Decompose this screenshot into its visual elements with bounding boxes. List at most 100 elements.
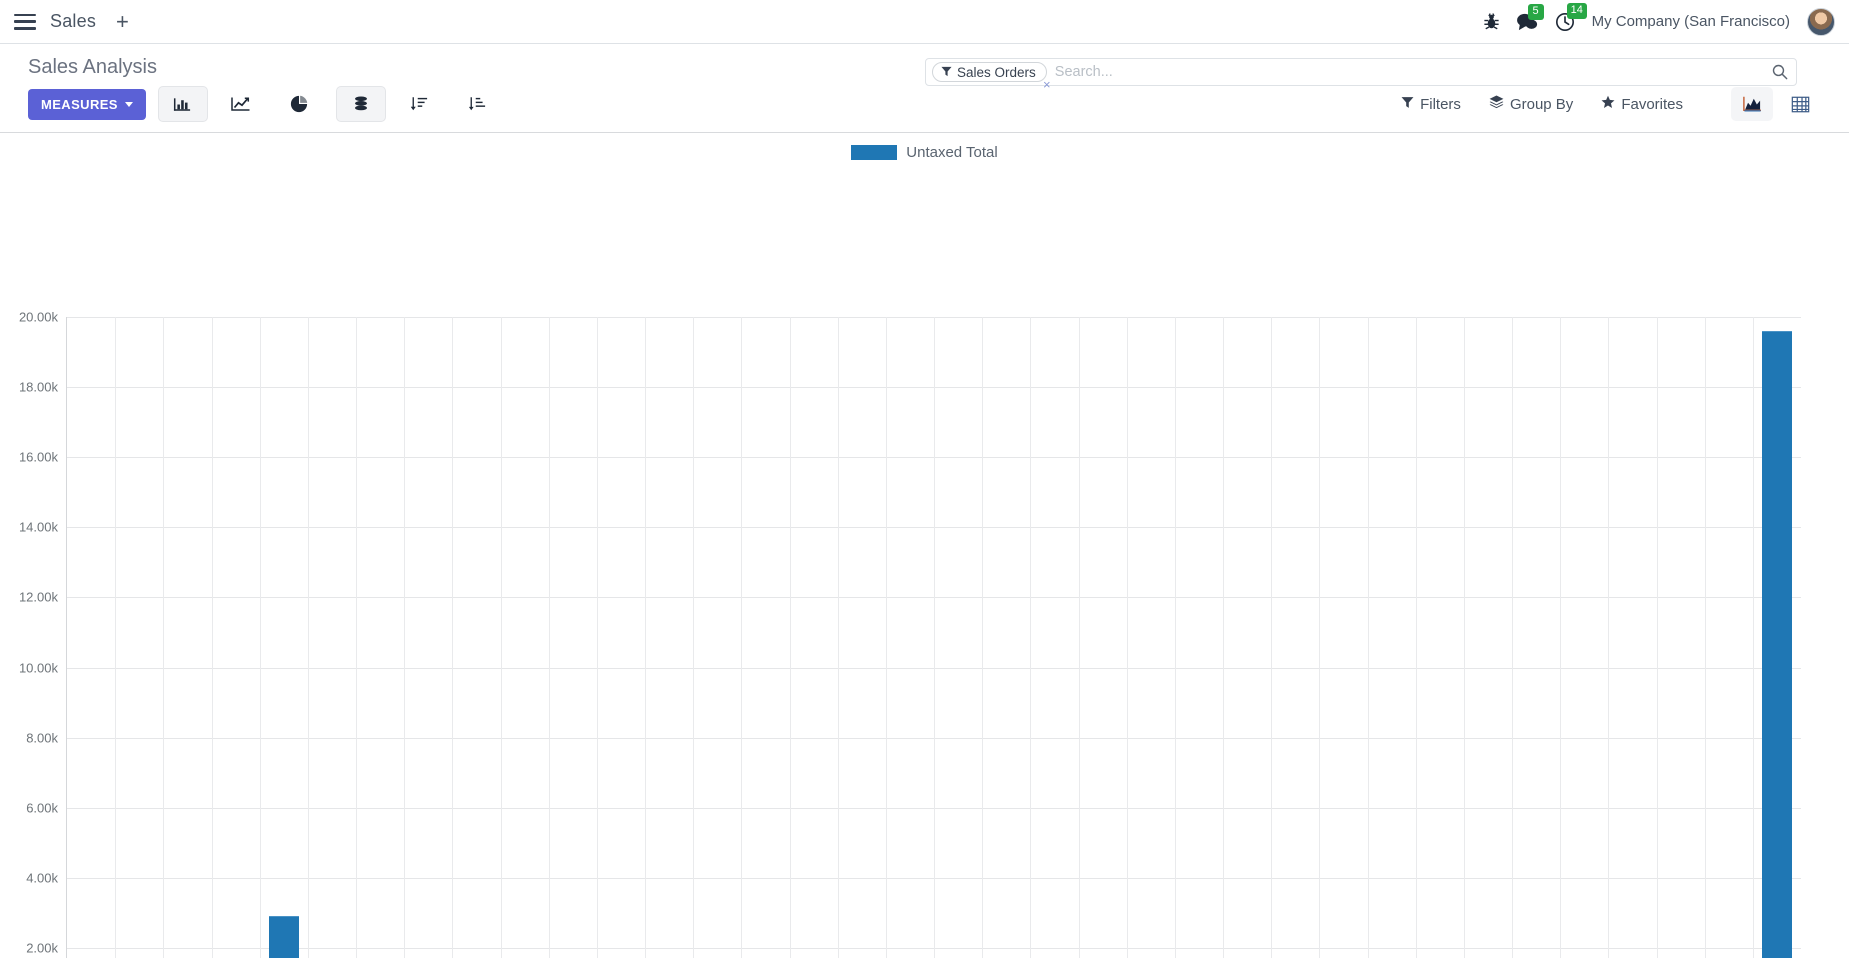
grid-line-vertical <box>548 317 550 958</box>
search-facet-label: Sales Orders <box>957 64 1036 80</box>
grid-line-vertical <box>404 317 406 958</box>
control-panel-top-row: Sales Analysis <box>28 52 1821 79</box>
pivot-view-button[interactable] <box>1779 87 1821 121</box>
y-axis-tick-label: 6.00k <box>26 800 58 816</box>
search-input[interactable] <box>1046 64 1772 80</box>
grid-line-vertical <box>1367 317 1369 958</box>
activity-clock-icon[interactable]: 14 <box>1555 2 1587 32</box>
favorites-menu[interactable]: Favorites <box>1587 91 1697 117</box>
grid-line-vertical <box>1319 317 1321 958</box>
y-axis-tick-label: 12.00k <box>18 589 58 605</box>
grid-line-vertical <box>1174 317 1176 958</box>
line-chart-icon-button[interactable] <box>216 86 266 122</box>
bug-icon[interactable] <box>1483 13 1499 30</box>
grid-line-vertical <box>1560 317 1562 958</box>
measures-label: MEASURES <box>41 96 118 112</box>
grid-line-vertical <box>1463 317 1465 958</box>
grid-line-vertical <box>1704 317 1706 958</box>
grid-line-vertical <box>163 317 165 958</box>
layers-icon <box>1489 95 1504 113</box>
company-name[interactable]: My Company (San Francisco) <box>1591 13 1790 30</box>
messages-icon[interactable]: 5 <box>1516 3 1544 31</box>
pie-chart-icon-button[interactable] <box>274 86 324 122</box>
grid-line-vertical <box>982 317 984 958</box>
grid-line-vertical <box>356 317 357 958</box>
chevron-down-icon <box>124 101 133 107</box>
grid-line-vertical <box>693 317 695 958</box>
group-by-label: Group By <box>1509 95 1574 113</box>
grid-line-vertical <box>115 317 117 958</box>
control-panel-right: Filters Group By Favorit <box>1387 87 1821 121</box>
bar-chart-icon-button[interactable] <box>157 86 208 122</box>
grid-line-vertical <box>1223 317 1224 958</box>
view-switcher <box>1731 87 1821 121</box>
apps-menu-icon[interactable] <box>14 13 36 30</box>
grid-line-vertical <box>1512 317 1513 958</box>
grid-line-vertical <box>500 317 502 958</box>
search-facet-sales-orders[interactable]: Sales Orders <box>932 62 1047 82</box>
measures-button[interactable]: MEASURES <box>28 88 146 120</box>
graph-view-button[interactable] <box>1731 87 1773 121</box>
remove-facet-icon[interactable]: × <box>1043 77 1051 92</box>
grid-line-vertical <box>307 317 309 958</box>
grid-line-vertical <box>1415 317 1417 958</box>
top-navbar: Sales + 5 <box>0 0 1849 44</box>
control-panel: Sales Analysis Sales Orders × MEASURES <box>0 44 1849 133</box>
chart-bar[interactable] <box>268 916 299 958</box>
grid-line-vertical <box>1030 317 1032 958</box>
chart-bar[interactable] <box>1761 331 1792 958</box>
grid-line-vertical <box>211 317 213 958</box>
y-axis-tick-label: 20.00k <box>18 309 58 325</box>
filter-icon <box>1401 96 1414 113</box>
y-axis-tick-label: 14.00k <box>18 519 58 535</box>
y-axis-tick-label: 8.00k <box>26 730 58 746</box>
grid-line-vertical <box>934 317 935 958</box>
grid-line-vertical <box>837 317 839 958</box>
grid-line-vertical <box>596 317 598 958</box>
grid-line-vertical <box>452 317 454 958</box>
stacked-icon-button[interactable] <box>335 86 386 122</box>
new-tab-plus-button[interactable]: + <box>116 8 129 34</box>
chart-plot-area: 0.002.00k4.00k6.00k8.00k10.00k12.00k14.0… <box>19 310 1801 958</box>
grid-line-vertical <box>741 317 743 958</box>
legend-label: Untaxed Total <box>906 144 998 161</box>
grid-line-vertical <box>645 317 646 958</box>
navbar-left: Sales + <box>14 8 129 34</box>
activity-badge: 14 <box>1566 2 1587 19</box>
y-axis-tick-label: 18.00k <box>18 379 58 395</box>
grid-line-vertical <box>1271 317 1273 958</box>
chart-legend: Untaxed Total <box>0 133 1849 161</box>
grid-line-vertical <box>1608 317 1610 958</box>
filters-label: Filters <box>1420 95 1461 113</box>
app-name[interactable]: Sales <box>50 11 97 31</box>
filter-icon <box>941 65 952 80</box>
grid-line-vertical <box>1656 317 1658 958</box>
graph-view: Untaxed Total 0.002.00k4.00k6.00k8.00k10… <box>0 133 1849 958</box>
y-axis-tick-label: 10.00k <box>18 660 58 675</box>
sort-ascending-icon-button[interactable] <box>452 86 502 122</box>
messages-badge: 5 <box>1527 3 1544 20</box>
search-view[interactable]: Sales Orders <box>925 58 1797 86</box>
legend-swatch <box>851 145 898 160</box>
grid-line-vertical <box>259 317 261 958</box>
chart-options-group <box>335 86 502 122</box>
search-icon[interactable] <box>1772 64 1790 80</box>
group-by-menu[interactable]: Group By <box>1475 91 1587 117</box>
grid-line-vertical <box>789 317 791 958</box>
grid-line-vertical <box>1752 317 1754 958</box>
navbar-right: 5 14 My Company (San Francisco) <box>1483 2 1835 36</box>
y-axis-tick-label: 16.00k <box>18 449 58 465</box>
grid-line-vertical <box>1078 317 1080 958</box>
grid-line-vertical <box>885 317 887 958</box>
page-title: Sales Analysis <box>28 56 157 78</box>
control-panel-bottom-row: MEASURES <box>28 86 1821 122</box>
chart-canvas[interactable]: 0.002.00k4.00k6.00k8.00k10.00k12.00k14.0… <box>19 310 1801 958</box>
sort-descending-icon-button[interactable] <box>394 86 444 122</box>
y-axis-tick-label: 4.00k <box>26 870 58 886</box>
chart-type-group <box>157 86 324 122</box>
filters-menu[interactable]: Filters <box>1387 92 1475 117</box>
star-icon <box>1601 95 1615 113</box>
favorites-label: Favorites <box>1621 95 1683 113</box>
avatar[interactable] <box>1807 7 1835 36</box>
y-axis-tick-label: 2.00k <box>26 940 58 956</box>
